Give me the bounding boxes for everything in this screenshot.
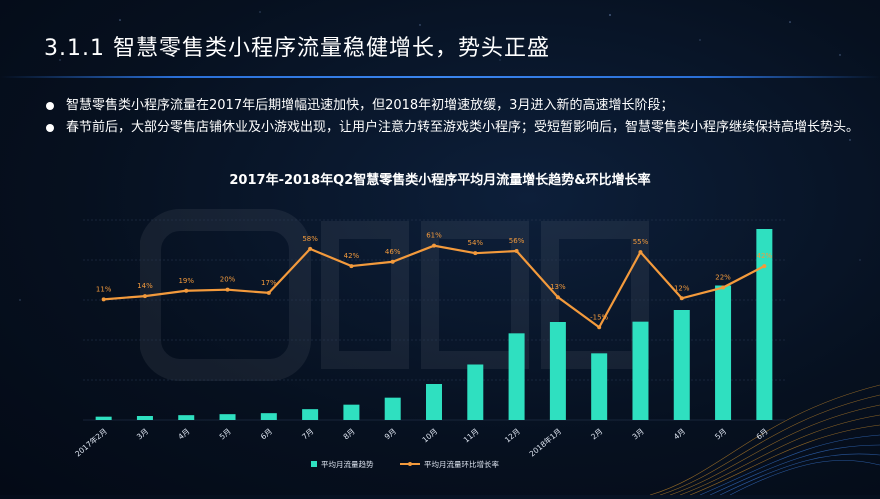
growth-rate-point: [266, 290, 271, 295]
bar: [508, 333, 525, 420]
bar: [136, 416, 153, 420]
growth-rate-point: [638, 250, 643, 255]
x-tick-label: 9月: [383, 427, 398, 442]
title-bar: 3.1.1 智慧零售类小程序流量稳健增长，势头正盛: [0, 0, 880, 78]
chart-title: 2017年-2018年Q2智慧零售类小程序平均月流量增长趋势&环比增长率: [229, 172, 650, 188]
bar: [715, 285, 732, 420]
bar: [384, 397, 401, 420]
bullet-list: 智慧零售类小程序流量在2017年后期增幅迅速加快，但2018年初增速放缓，3月进…: [44, 95, 864, 139]
x-tick-label: 7月: [300, 427, 315, 442]
combo-chart: 2017年-2018年Q2智慧零售类小程序平均月流量增长趋势&环比增长率 11% 1…: [73, 172, 785, 469]
bullet-text: 智慧零售类小程序流量在2017年后期增幅迅速加快，但2018年初增速放缓，3月进…: [66, 98, 674, 113]
growth-rate-label: 42%: [757, 252, 773, 260]
bar: [591, 353, 608, 420]
bar: [219, 414, 236, 420]
growth-rate-point: [101, 297, 106, 302]
x-tick-label: 5月: [218, 427, 233, 442]
x-tick-label: 3月: [631, 427, 646, 442]
growth-rate-point: [184, 288, 189, 293]
x-tick-label: 4月: [672, 427, 687, 442]
bar: [549, 322, 566, 420]
growth-rate-label: 42%: [344, 252, 360, 260]
x-tick-label: 6月: [259, 427, 274, 442]
chart-container: 2017年-2018年Q2智慧零售类小程序平均月流量增长趋势&环比增长率 11% 1…: [0, 168, 880, 495]
bar: [426, 384, 442, 420]
legend-line-marker: [408, 462, 412, 466]
growth-rate-label: 19%: [178, 277, 194, 285]
x-tick-label: 5月: [713, 427, 728, 442]
title-divider: [0, 76, 880, 78]
bar: [467, 364, 484, 420]
growth-rate-label: 56%: [509, 237, 525, 245]
growth-rate-point: [514, 249, 519, 254]
x-tick-label: 2017年2月: [73, 426, 109, 459]
bar: [178, 415, 195, 420]
bar: [95, 416, 112, 420]
bar: [302, 409, 319, 420]
growth-rate-point: [225, 287, 230, 292]
x-tick-label: 12月: [503, 427, 522, 445]
growth-rate-label: 17%: [261, 279, 277, 287]
x-tick-label: 2月: [589, 427, 604, 442]
growth-rate-line: [103, 244, 765, 329]
growth-rate-label: 61%: [426, 232, 442, 240]
x-tick-label: 2018年1月: [527, 426, 563, 459]
bullet-text: 春节前后，大部分零售店铺休业及小游戏出现，让用户注意力转至游戏类小程序；受短暂影…: [66, 120, 860, 135]
bar: [343, 404, 360, 420]
legend-bar-label: 平均月流量趋势: [321, 459, 374, 469]
legend-line-label: 平均月流量环比增长率: [424, 459, 499, 469]
growth-rate-point: [142, 294, 147, 299]
growth-rate-label: 54%: [468, 239, 484, 247]
growth-rate-label: 55%: [633, 238, 649, 246]
bar: [260, 413, 277, 420]
bullet-dot-icon: [46, 124, 54, 132]
growth-rate-label: 46%: [385, 248, 401, 256]
growth-rate-point: [308, 246, 313, 251]
growth-rate-label: 12%: [674, 284, 690, 292]
x-tick-label: 8月: [342, 427, 357, 442]
growth-rate-label: 11%: [96, 285, 112, 293]
growth-rate-point: [555, 295, 560, 300]
bar: [632, 321, 649, 420]
x-tick-label: 6月: [754, 427, 769, 442]
growth-rate-point: [762, 264, 767, 269]
bullet-item: 智慧零售类小程序流量在2017年后期增幅迅速加快，但2018年初增速放缓，3月进…: [44, 95, 864, 117]
growth-rate-label: 13%: [550, 283, 566, 291]
bullet-dot-icon: [46, 102, 54, 110]
x-tick-label: 11月: [462, 427, 481, 445]
bar: [673, 310, 690, 420]
growth-rate-point: [679, 296, 684, 301]
growth-rate-point: [597, 325, 602, 330]
growth-rate-point: [349, 264, 354, 269]
x-tick-label: 10月: [420, 427, 439, 445]
growth-rate-label: 20%: [220, 276, 236, 284]
growth-rate-label: 22%: [715, 274, 731, 282]
growth-rate-point: [473, 251, 478, 256]
growth-rate-point: [390, 259, 395, 264]
growth-rate-label: -15%: [590, 313, 608, 321]
legend-bar-swatch: [311, 461, 317, 467]
bar: [756, 229, 773, 420]
x-tick-label: 4月: [176, 427, 191, 442]
growth-rate-point: [432, 243, 436, 248]
growth-rate-label: 14%: [137, 282, 153, 290]
bullet-item: 春节前后，大部分零售店铺休业及小游戏出现，让用户注意力转至游戏类小程序；受短暂影…: [44, 117, 864, 139]
x-tick-label: 3月: [135, 427, 150, 442]
growth-rate-point: [721, 285, 726, 290]
page-title: 3.1.1 智慧零售类小程序流量稳健增长，势头正盛: [44, 36, 550, 61]
growth-rate-label: 58%: [302, 235, 318, 243]
